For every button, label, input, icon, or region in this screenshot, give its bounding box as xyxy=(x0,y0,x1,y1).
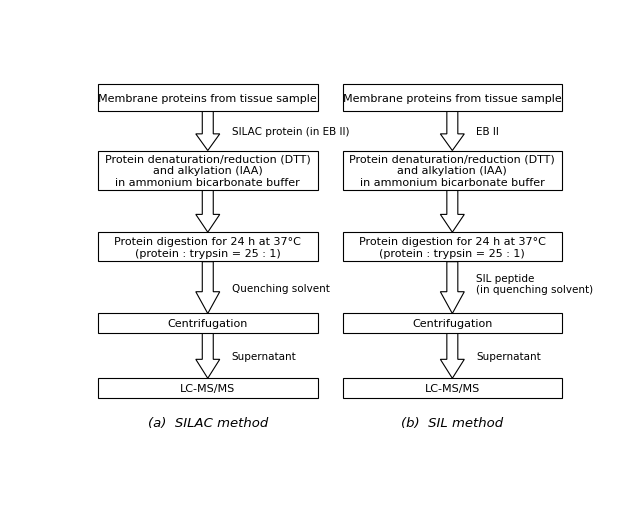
Text: (b)  SIL method: (b) SIL method xyxy=(401,416,504,430)
Text: SIL peptide
(in quenching solvent): SIL peptide (in quenching solvent) xyxy=(477,273,593,295)
Bar xyxy=(98,233,317,262)
Text: Protein denaturation/reduction (DTT)
and alkylation (IAA)
in ammonium bicarbonat: Protein denaturation/reduction (DTT) and… xyxy=(350,154,555,187)
Bar xyxy=(343,379,562,398)
Polygon shape xyxy=(440,190,464,233)
Polygon shape xyxy=(196,190,220,233)
Text: Protein denaturation/reduction (DTT)
and alkylation (IAA)
in ammonium bicarbonat: Protein denaturation/reduction (DTT) and… xyxy=(105,154,310,187)
Text: Protein digestion for 24 h at 37°C
(protein : trypsin = 25 : 1): Protein digestion for 24 h at 37°C (prot… xyxy=(115,237,301,258)
Polygon shape xyxy=(196,262,220,314)
Polygon shape xyxy=(440,262,464,314)
Text: Membrane proteins from tissue sample: Membrane proteins from tissue sample xyxy=(343,93,562,103)
Text: SILAC protein (in EB II): SILAC protein (in EB II) xyxy=(232,126,349,136)
Text: LC-MS/MS: LC-MS/MS xyxy=(180,383,236,393)
Polygon shape xyxy=(440,333,464,379)
Bar xyxy=(343,85,562,111)
Text: Supernatant: Supernatant xyxy=(477,351,541,361)
Text: Centrifugation: Centrifugation xyxy=(167,319,248,329)
Polygon shape xyxy=(196,333,220,379)
Polygon shape xyxy=(440,111,464,151)
Bar xyxy=(98,85,317,111)
Text: Membrane proteins from tissue sample: Membrane proteins from tissue sample xyxy=(99,93,317,103)
Text: Quenching solvent: Quenching solvent xyxy=(232,283,330,293)
Bar xyxy=(343,151,562,190)
Text: LC-MS/MS: LC-MS/MS xyxy=(424,383,480,393)
Bar xyxy=(98,151,317,190)
Bar xyxy=(98,379,317,398)
Bar xyxy=(343,233,562,262)
Text: Supernatant: Supernatant xyxy=(232,351,296,361)
Text: Centrifugation: Centrifugation xyxy=(412,319,493,329)
Bar xyxy=(98,314,317,333)
Text: EB II: EB II xyxy=(477,126,499,136)
Text: Protein digestion for 24 h at 37°C
(protein : trypsin = 25 : 1): Protein digestion for 24 h at 37°C (prot… xyxy=(359,237,545,258)
Bar xyxy=(343,314,562,333)
Text: (a)  SILAC method: (a) SILAC method xyxy=(147,416,268,430)
Polygon shape xyxy=(196,111,220,151)
